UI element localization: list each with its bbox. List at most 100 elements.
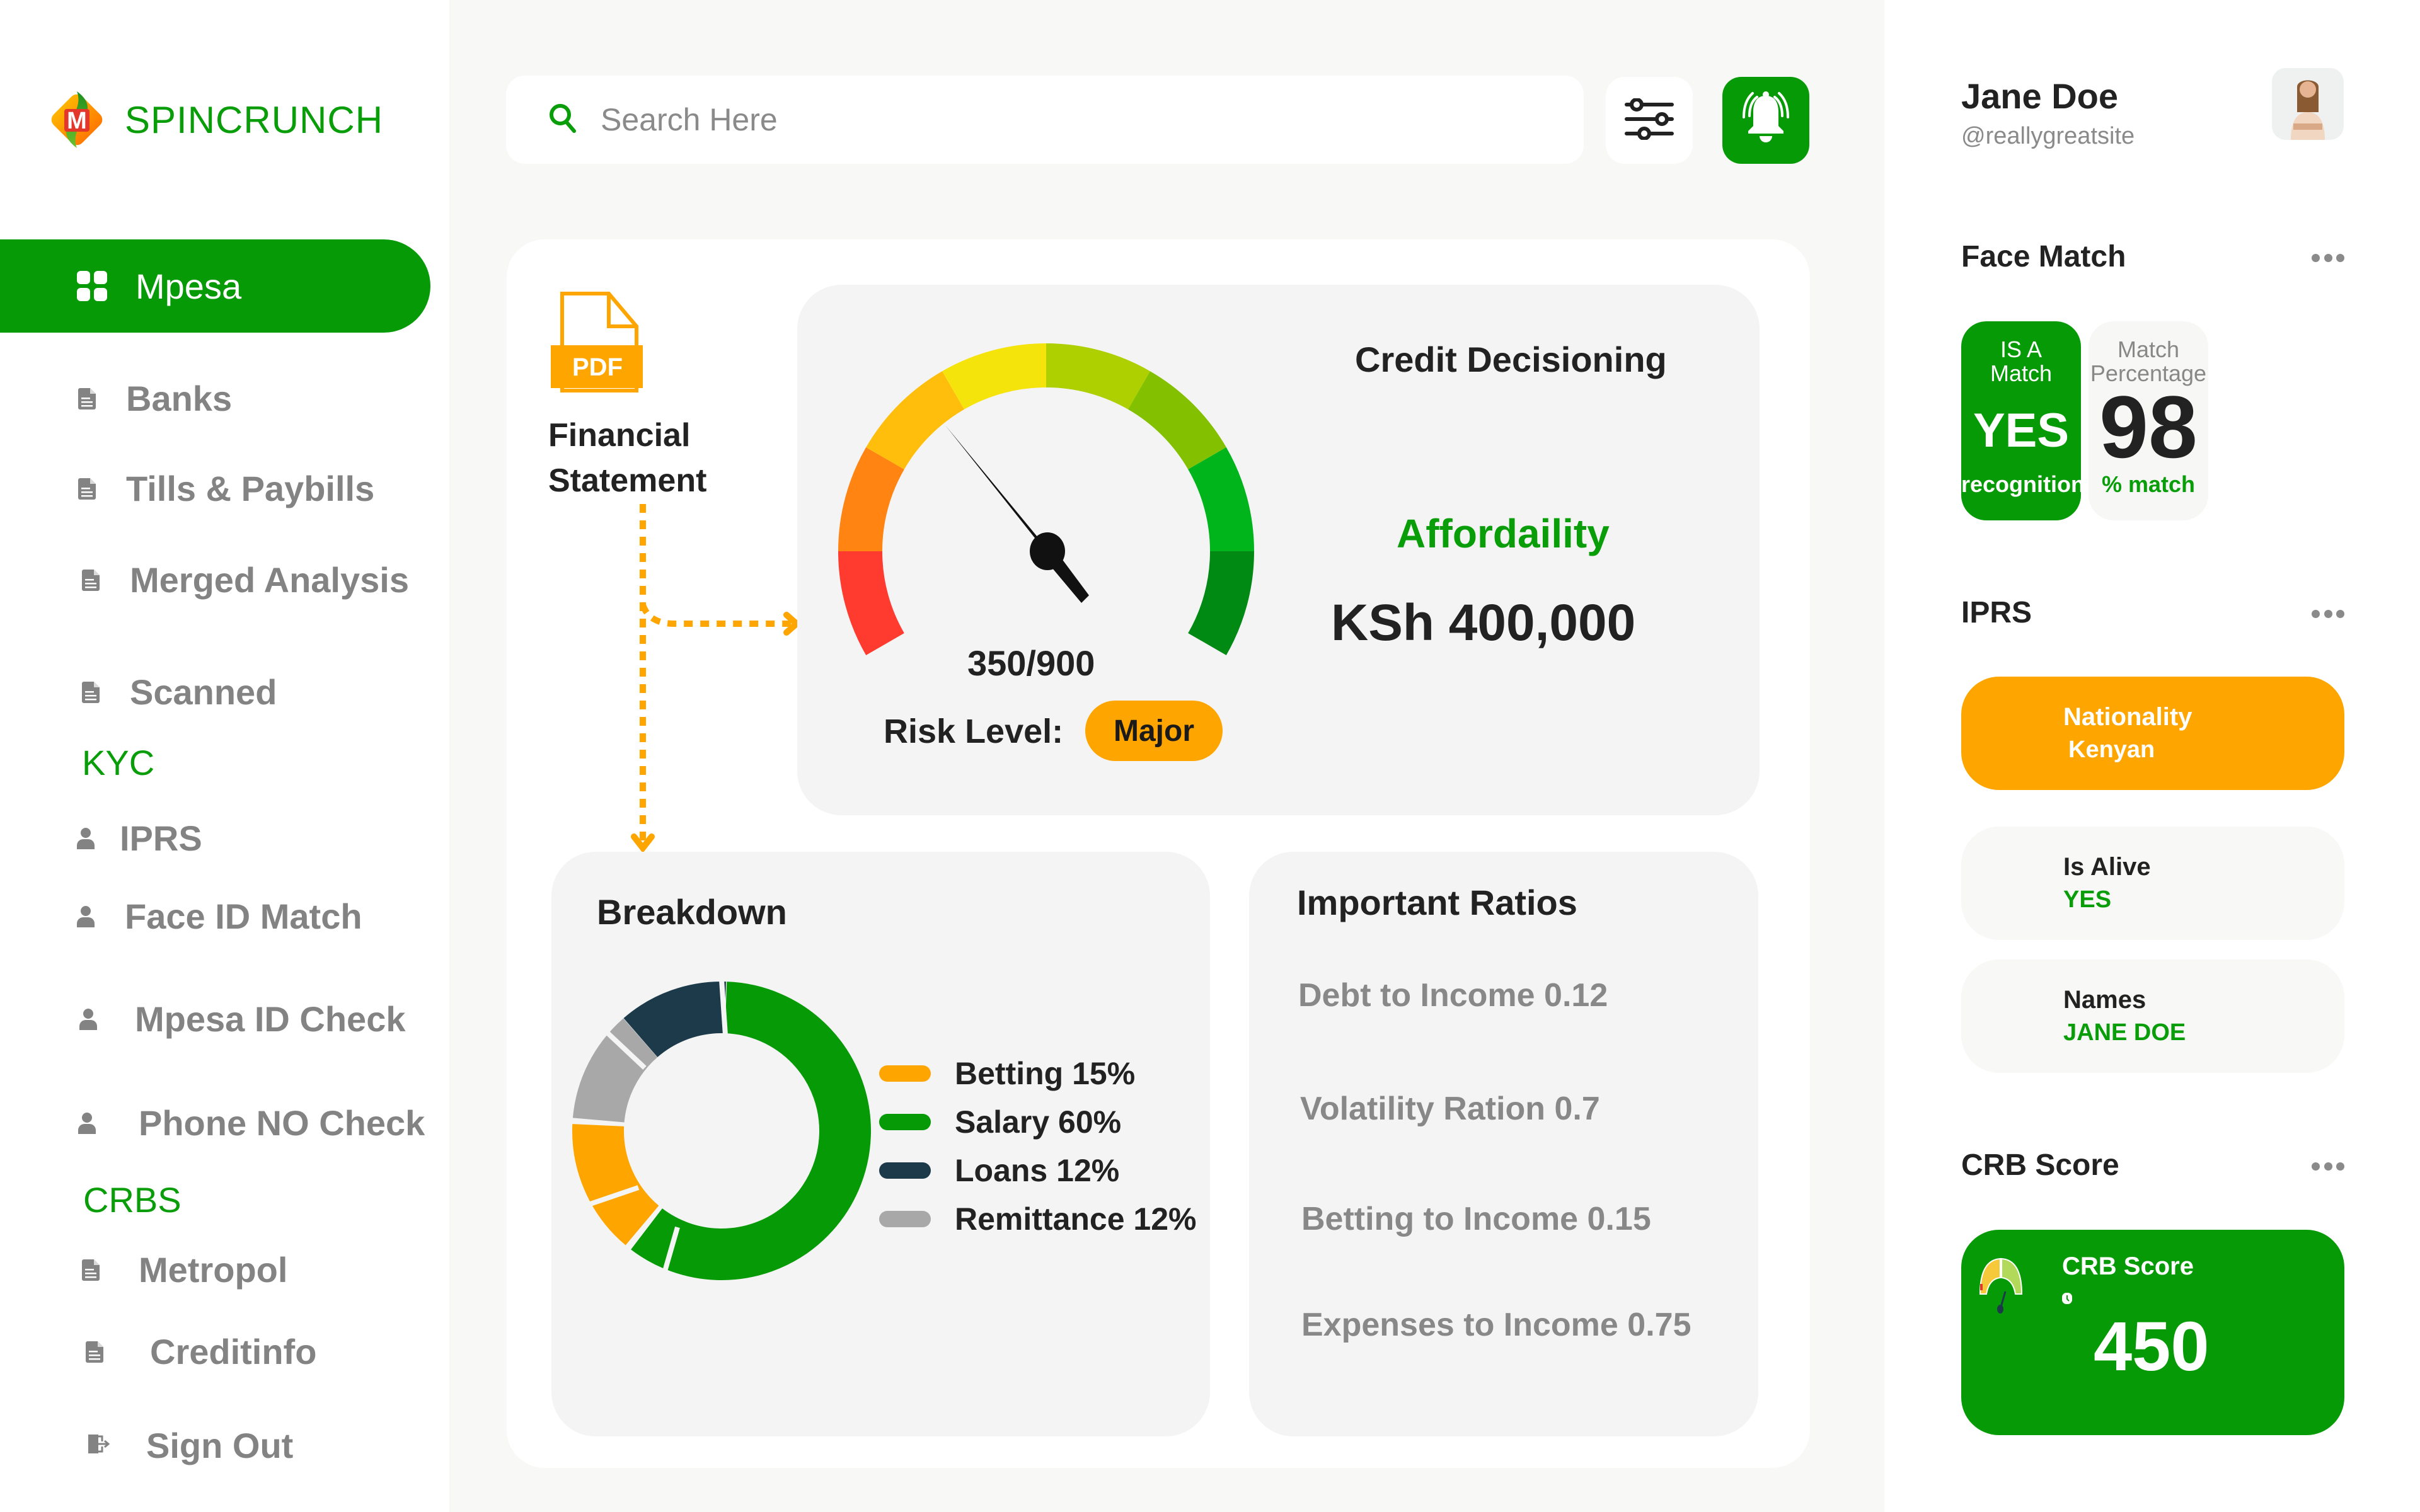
svg-text:M: M — [67, 108, 87, 134]
sign-out-label: Sign Out — [146, 1426, 294, 1465]
iprs-more-button[interactable] — [2312, 610, 2344, 619]
is-match-value: YES — [1973, 404, 2070, 457]
sidebar-item-face-id-match[interactable]: Face ID Match — [77, 896, 362, 937]
avatar[interactable] — [2272, 68, 2344, 140]
user-icon — [79, 1008, 97, 1030]
section-heading-crbs: CRBS — [83, 1180, 182, 1220]
legend-item-betting: Betting 15% — [879, 1049, 1197, 1097]
important-ratios-card — [1249, 852, 1758, 1436]
sidebar-item-label: IPRS — [120, 818, 202, 858]
logo-mark-icon: M — [45, 88, 108, 151]
legend-item-loans: Loans 12% — [879, 1146, 1197, 1194]
document-icon — [86, 1341, 103, 1363]
legend-item-remittance: Remittance 12% — [879, 1194, 1197, 1243]
search-icon — [549, 103, 577, 137]
search-input[interactable] — [601, 101, 1483, 138]
sidebar-item-label: Face ID Match — [125, 896, 362, 936]
iprs-is-alive: Is Alive YES — [1961, 827, 2344, 940]
legend-swatch — [879, 1162, 931, 1179]
crb-score-card: CRB Score 450 — [1961, 1230, 2344, 1435]
financial-statement-label: Financial Statement — [548, 417, 707, 499]
clock-icon — [2062, 1293, 2072, 1304]
sidebar-item-metropol[interactable]: Metropol — [82, 1249, 287, 1290]
affordability-label: Affordaility — [1397, 511, 1610, 556]
section-heading-kyc: KYC — [82, 743, 155, 782]
sign-out-button[interactable]: Sign Out — [87, 1425, 293, 1466]
sidebar-item-tills-paybills[interactable]: Tills & Paybills — [78, 468, 374, 509]
sidebar-item-scanned[interactable]: Scanned — [82, 672, 277, 713]
ratio-debt-to-income: Debt to Income 0.12 — [1298, 977, 1608, 1014]
ratio-expenses-to-income: Expenses to Income 0.75 — [1301, 1307, 1691, 1343]
bell-icon — [1742, 91, 1790, 151]
user-icon — [77, 905, 95, 927]
svg-text:PDF: PDF — [572, 353, 623, 381]
sidebar-item-label: Merged Analysis — [130, 560, 409, 600]
match-percentage-card: Match Percentage 98 % match — [2089, 321, 2208, 520]
breakdown-card — [551, 852, 1210, 1436]
sidebar: M SPINCRUNCH Mpesa Banks Tills & Paybill… — [0, 0, 449, 1512]
document-icon — [82, 681, 100, 703]
sidebar-item-label: Mpesa — [135, 266, 242, 306]
sliders-icon — [1624, 97, 1674, 143]
ratios-title: Important Ratios — [1297, 883, 1577, 922]
legend-swatch — [879, 1065, 931, 1082]
sign-out-icon — [87, 1433, 110, 1458]
is-match-card: IS A Match YES recognition — [1961, 321, 2085, 520]
flow-connector — [631, 504, 802, 854]
search-bar[interactable] — [506, 76, 1584, 164]
user-icon — [78, 1112, 96, 1134]
credit-score: 350/900 — [967, 643, 1095, 683]
user-icon — [77, 827, 95, 849]
credit-decisioning-title: Credit Decisioning — [1355, 340, 1667, 379]
sidebar-item-mpesa[interactable]: Mpesa — [0, 239, 430, 333]
risk-level-label: Risk Level: — [884, 713, 1064, 750]
user-handle: @reallygreatsite — [1961, 123, 2135, 149]
document-icon — [82, 569, 100, 591]
sidebar-item-label: Phone NO Check — [139, 1103, 425, 1143]
notifications-button[interactable] — [1722, 77, 1809, 164]
grid-icon — [77, 271, 107, 301]
breakdown-legend: Betting 15% Salary 60% Loans 12% Remitta… — [879, 1049, 1197, 1243]
ratio-betting-to-income: Betting to Income 0.15 — [1301, 1201, 1651, 1237]
breakdown-title: Breakdown — [597, 892, 787, 932]
sidebar-item-creditinfo[interactable]: Creditinfo — [86, 1331, 316, 1372]
crb-score-value: 450 — [2094, 1308, 2210, 1385]
sidebar-item-phone-no-check[interactable]: Phone NO Check — [78, 1102, 425, 1143]
ratio-volatility: Volatility Ration 0.7 — [1300, 1091, 1600, 1127]
breakdown-donut-chart — [572, 979, 871, 1283]
face-match-more-button[interactable] — [2312, 254, 2344, 263]
affordability-value: KSh 400,000 — [1331, 594, 1636, 651]
match-percentage-value: 98 — [2099, 377, 2198, 476]
pdf-file-icon: PDF — [551, 292, 647, 392]
sidebar-item-label: Tills & Paybills — [126, 469, 375, 508]
sidebar-item-iprs[interactable]: IPRS — [77, 818, 202, 859]
iprs-title: IPRS — [1961, 596, 2032, 629]
sidebar-item-merged-analysis[interactable]: Merged Analysis — [82, 559, 409, 600]
crb-score-title: CRB Score — [1961, 1148, 2119, 1182]
document-icon — [78, 478, 96, 500]
sidebar-item-label: Banks — [126, 379, 233, 418]
gauge-needle — [945, 425, 1089, 603]
risk-level-badge: Major — [1085, 701, 1223, 761]
financial-statement-file[interactable]: PDF — [548, 291, 647, 396]
sidebar-item-label: Metropol — [139, 1250, 288, 1290]
document-icon — [82, 1259, 100, 1281]
mini-gauge-icon — [1979, 1257, 2023, 1314]
face-match-title: Face Match — [1961, 240, 2126, 273]
legend-swatch — [879, 1113, 931, 1130]
sidebar-item-mpesa-id-check[interactable]: Mpesa ID Check — [79, 999, 406, 1040]
sidebar-item-banks[interactable]: Banks — [78, 378, 232, 419]
crb-more-button[interactable] — [2312, 1162, 2344, 1171]
legend-item-salary: Salary 60% — [879, 1097, 1197, 1146]
sidebar-item-label: Creditinfo — [150, 1332, 317, 1372]
legend-swatch — [879, 1210, 931, 1227]
brand-logo[interactable]: M SPINCRUNCH — [45, 88, 383, 151]
sidebar-item-label: Scanned — [130, 672, 277, 712]
crb-card-label: CRB Score — [2062, 1252, 2194, 1280]
brand-name: SPINCRUNCH — [125, 98, 384, 141]
iprs-nationality: Nationality Kenyan — [1961, 677, 2344, 790]
risk-gauge — [838, 343, 1254, 655]
user-name: Jane Doe — [1961, 76, 2118, 116]
filter-button[interactable] — [1606, 77, 1693, 164]
document-icon — [78, 387, 96, 410]
